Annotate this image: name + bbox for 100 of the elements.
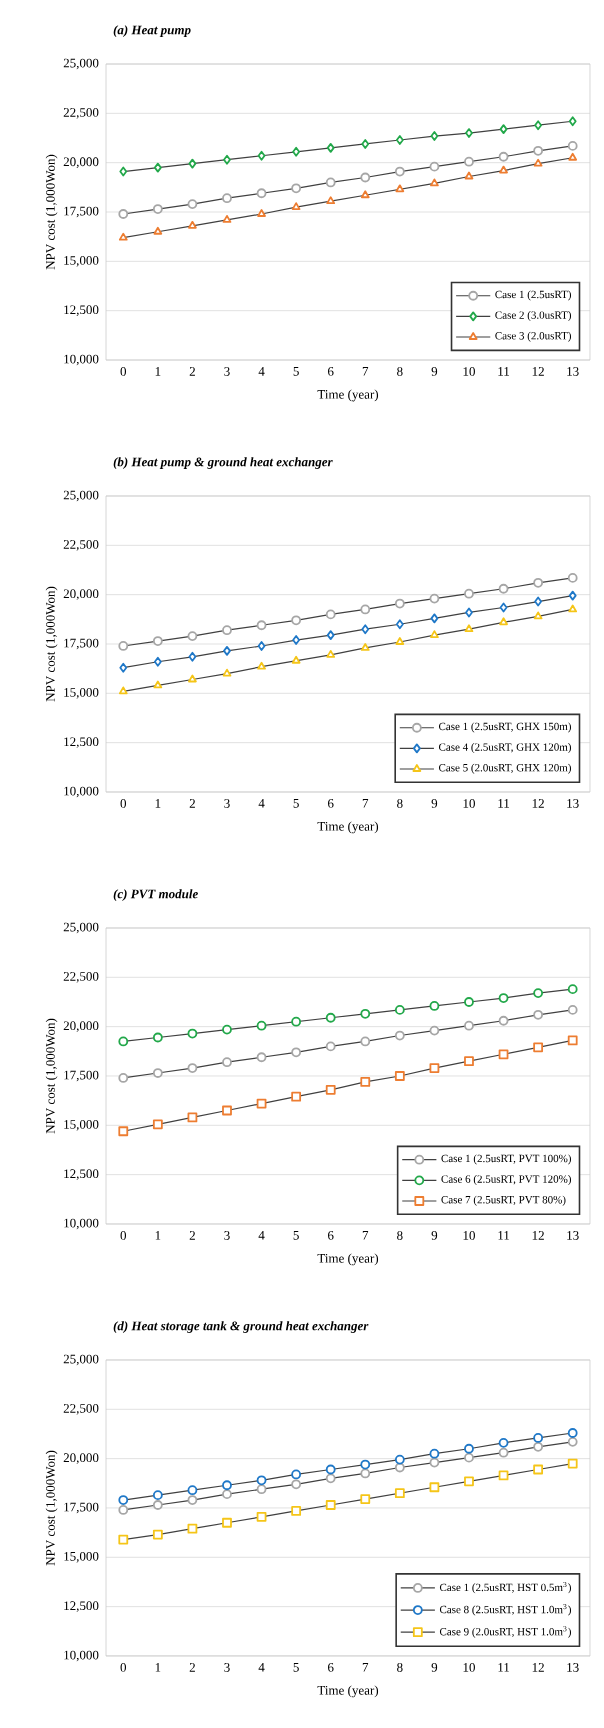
point (567, 984, 578, 995)
point (429, 161, 440, 172)
point (464, 1476, 474, 1487)
point (533, 988, 544, 998)
point (360, 604, 371, 615)
point (429, 1063, 440, 1073)
point (256, 1484, 267, 1495)
point (222, 193, 232, 204)
point (498, 1049, 509, 1060)
point (256, 188, 267, 199)
point (394, 598, 405, 609)
point (394, 1030, 405, 1041)
point (152, 1119, 163, 1130)
point (567, 1458, 578, 1469)
point (325, 1500, 336, 1510)
point (395, 637, 405, 645)
point (567, 1428, 578, 1438)
point (223, 154, 231, 165)
point (429, 593, 440, 604)
point (429, 1448, 440, 1459)
point (153, 680, 163, 689)
point (152, 1032, 163, 1043)
point (394, 1454, 405, 1465)
point (430, 630, 439, 639)
point (499, 124, 508, 135)
point (153, 656, 162, 667)
point (533, 145, 544, 156)
point (291, 1469, 302, 1480)
point (118, 232, 128, 241)
point (360, 190, 370, 199)
point (118, 1126, 129, 1137)
point (223, 646, 231, 656)
point (568, 116, 577, 127)
point (119, 662, 128, 673)
point (568, 604, 578, 613)
point (326, 649, 336, 658)
point (429, 1025, 440, 1036)
point (291, 655, 301, 664)
point (325, 1473, 336, 1484)
point (464, 588, 474, 599)
point (567, 1436, 578, 1447)
point (326, 630, 335, 641)
point (360, 1468, 371, 1479)
point (292, 635, 301, 645)
point (152, 1068, 163, 1078)
point (429, 1457, 440, 1468)
point (498, 1015, 509, 1026)
point (188, 651, 197, 662)
point (464, 1443, 474, 1454)
point (325, 1041, 336, 1052)
point (498, 993, 509, 1003)
point (360, 1008, 371, 1019)
point (291, 1479, 302, 1490)
point (533, 1433, 544, 1443)
point (533, 611, 543, 620)
point (360, 172, 371, 183)
point (222, 1057, 232, 1068)
point (534, 120, 543, 131)
point (533, 577, 544, 588)
point (152, 204, 163, 214)
point (361, 624, 370, 635)
point (118, 1073, 129, 1083)
point (325, 1084, 336, 1095)
point (118, 1505, 129, 1515)
point (499, 617, 508, 626)
point (360, 1077, 371, 1087)
point (187, 631, 198, 641)
point (256, 1020, 267, 1031)
point (360, 1459, 371, 1470)
point (325, 177, 336, 188)
point (257, 661, 266, 670)
point (395, 619, 404, 630)
point (465, 128, 473, 138)
point (325, 609, 336, 620)
point (360, 1494, 371, 1504)
point (498, 151, 509, 162)
point (292, 146, 301, 157)
point (187, 1063, 198, 1073)
point (222, 1480, 232, 1491)
point (187, 1028, 198, 1039)
point (499, 602, 508, 613)
point (291, 1091, 302, 1102)
point (533, 1464, 544, 1475)
point (464, 1020, 474, 1031)
point (222, 1024, 232, 1035)
point (153, 162, 162, 173)
point (533, 1042, 544, 1053)
point (257, 641, 266, 651)
point (568, 152, 578, 161)
point (152, 1529, 163, 1540)
point (533, 158, 543, 167)
point (568, 590, 577, 601)
point (430, 178, 439, 187)
point (118, 641, 129, 651)
point (291, 615, 302, 626)
point (498, 1437, 509, 1448)
point (222, 1517, 232, 1528)
point (256, 1511, 267, 1522)
point (464, 171, 474, 180)
point (429, 1001, 440, 1011)
